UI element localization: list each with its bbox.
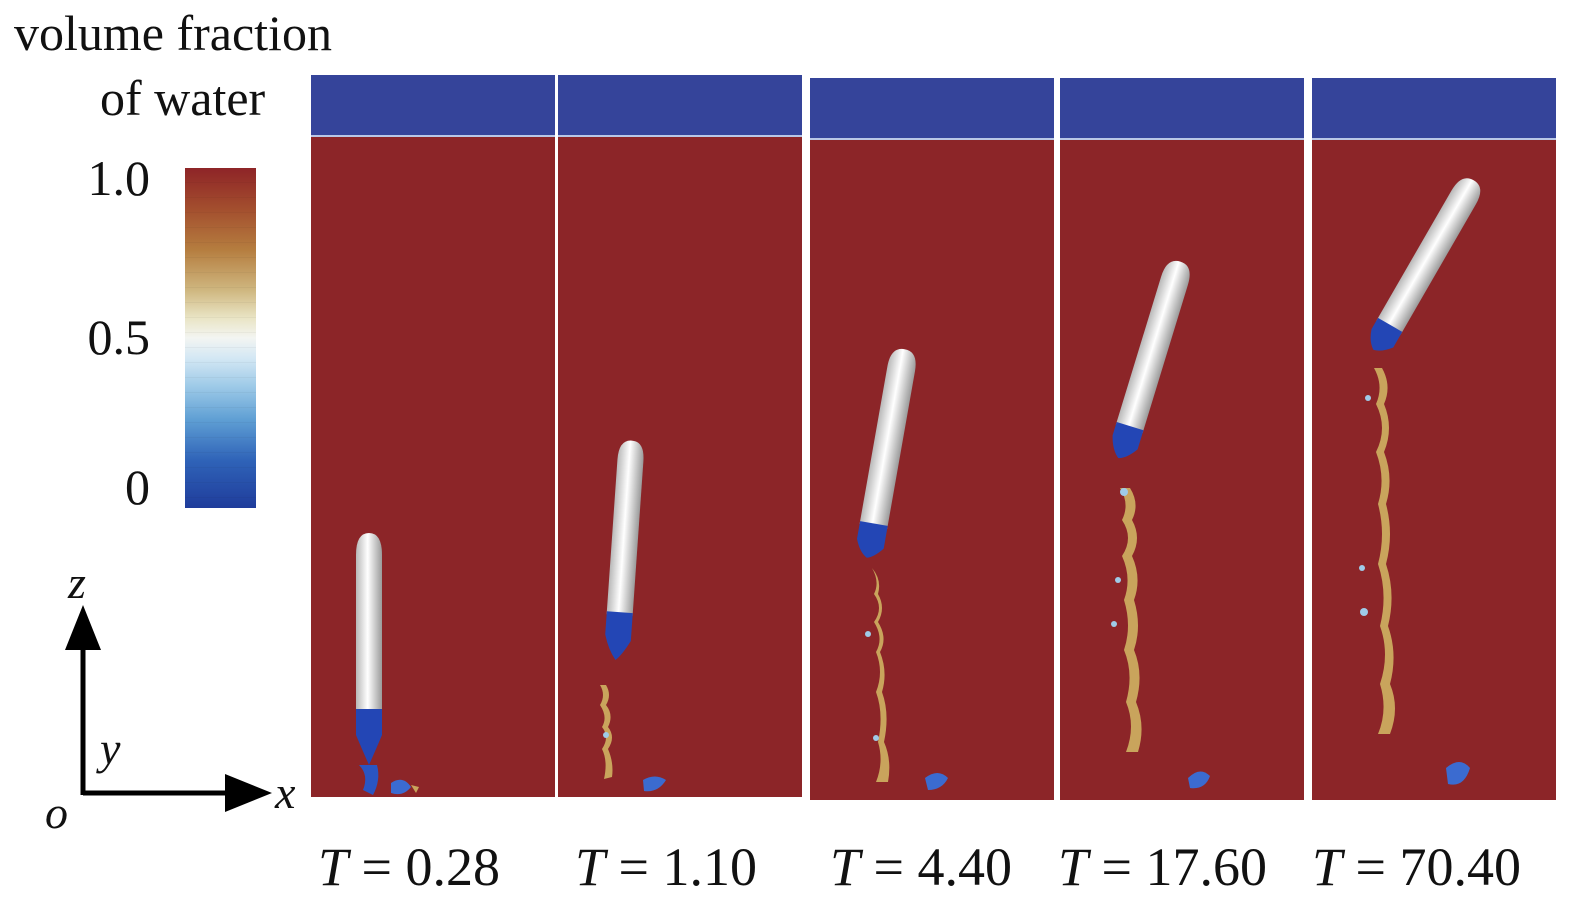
cavity-bubble [856, 521, 888, 558]
free-surface [311, 135, 555, 137]
cavity-bubble [1112, 422, 1144, 459]
x-axis-label: x [275, 767, 296, 818]
time-label-1: T = 0.28 [318, 837, 501, 897]
snapshot-panel-3 [810, 78, 1054, 800]
cavity-bubble [356, 709, 382, 765]
time-label-2: T = 1.10 [575, 837, 758, 897]
air-region [1312, 78, 1556, 138]
vehicle-body [859, 348, 916, 529]
time-value: 17.60 [1145, 837, 1268, 897]
time-label-3: T = 4.40 [830, 837, 1013, 897]
time-value: 1.10 [662, 837, 758, 897]
time-symbol: T [318, 837, 349, 897]
legend-title-line2: of water [100, 70, 266, 126]
water-region [311, 137, 555, 797]
free-surface [810, 138, 1054, 140]
air-region [558, 75, 802, 135]
free-surface [558, 135, 802, 137]
snapshot-panel-2 [558, 75, 802, 797]
y-axis-label: y [100, 723, 121, 774]
time-label-5: T = 70.40 [1312, 837, 1522, 897]
snapshot-panel-1 [311, 75, 555, 797]
snapshot-panel-5 [1312, 78, 1556, 800]
legend-title-line1: volume fraction [14, 5, 332, 61]
time-value: 70.40 [1399, 837, 1522, 897]
time-label-4: T = 17.60 [1058, 837, 1268, 897]
vehicle-body [606, 440, 644, 617]
air-region [311, 75, 555, 135]
origin-label: o [45, 787, 68, 838]
colorbar-tick-min: 0 [125, 459, 150, 515]
free-surface [1060, 138, 1304, 140]
water-region [1060, 140, 1304, 800]
coordinate-axes [65, 605, 272, 812]
time-symbol: T [1058, 837, 1089, 897]
time-symbol: T [1312, 837, 1343, 897]
free-surface [1312, 138, 1556, 140]
air-region [1060, 78, 1304, 138]
water-region [810, 140, 1054, 800]
colorbar-tick-mid: 0.5 [87, 309, 151, 365]
vehicle-and-cavity [600, 440, 666, 792]
vehicle-and-cavity [1111, 260, 1210, 789]
colorbar [185, 168, 256, 508]
vehicle-and-cavity [1359, 178, 1481, 785]
vehicle-and-cavity [356, 533, 419, 795]
vehicle-and-cavity [856, 348, 948, 790]
cavity-bubble [605, 611, 633, 660]
colorbar-tick-max: 1.0 [87, 150, 151, 206]
time-symbol: T [830, 837, 861, 897]
snapshot-panel-4 [1060, 78, 1304, 800]
vehicle-body [356, 533, 382, 715]
time-value: 0.28 [405, 837, 501, 897]
air-region [810, 78, 1054, 138]
z-axis-label: z [68, 557, 86, 608]
time-symbol: T [575, 837, 606, 897]
water-region [558, 137, 802, 797]
vehicle-body [1115, 260, 1190, 434]
time-value: 4.40 [917, 837, 1013, 897]
vehicle-body [1376, 178, 1481, 335]
cavity-bubble [1370, 317, 1403, 351]
